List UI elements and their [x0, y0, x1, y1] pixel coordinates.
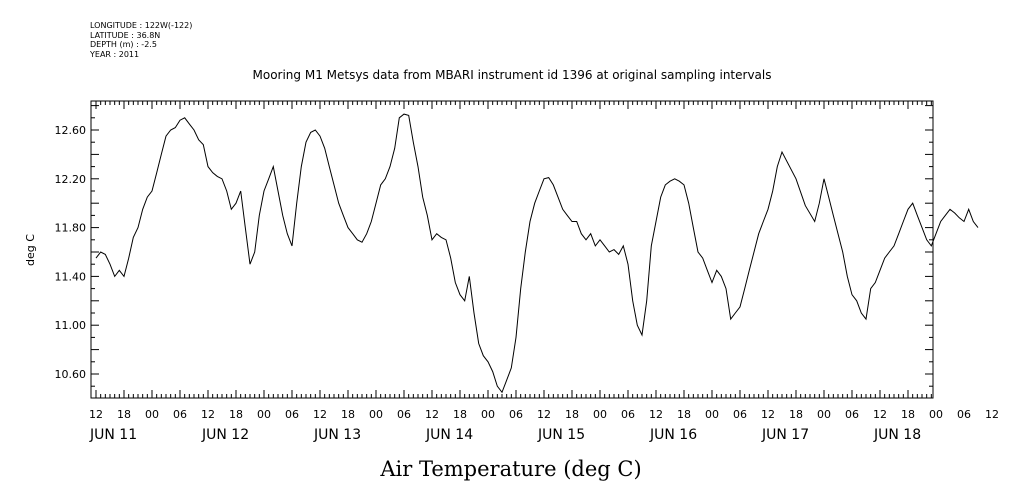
x-tick-label: 00: [929, 408, 943, 421]
x-tick-label: 00: [817, 408, 831, 421]
y-tick-labels: 10.60 11.00 11.40 11.80 12.20 12.60: [55, 124, 87, 381]
x-date-label: JUN 13: [313, 427, 361, 443]
station-metadata: LONGITUDE : 122W(-122) LATITUDE : 36.8N …: [90, 21, 192, 59]
year-text: YEAR : 2011: [90, 49, 140, 59]
x-tick-label: 06: [397, 408, 411, 421]
x-tick-label: 06: [733, 408, 747, 421]
x-tick-label: 12: [313, 408, 327, 421]
x-tick-label: 00: [481, 408, 495, 421]
longitude-text: LONGITUDE : 122W(-122): [90, 21, 193, 30]
y-tick-label: 11.00: [55, 319, 87, 332]
x-date-label: JUN 14: [425, 427, 473, 443]
y-tick-label: 10.60: [55, 368, 87, 381]
x-tick-label: 18: [341, 408, 355, 421]
x-date-label: JUN 12: [201, 427, 249, 443]
x-tick-label: 12: [761, 408, 775, 421]
x-tick-label: 00: [145, 408, 159, 421]
x-tick-label: 06: [957, 408, 971, 421]
x-date-label: JUN 15: [537, 427, 585, 443]
x-tick-label: 18: [565, 408, 579, 421]
x-tick-labels: 12 18 00 06 12 18 00 06 12 18 00 06 12 18 00 06 12 18 00 06…: [89, 408, 999, 421]
x-tick-label: 06: [285, 408, 299, 421]
x-tick-label: 12: [873, 408, 887, 421]
x-tick-label: 06: [509, 408, 523, 421]
x-tick-label: 00: [705, 408, 719, 421]
series-line: [95, 113, 979, 394]
x-tick-label: 12: [425, 408, 439, 421]
x-date-label: JUN 17: [761, 427, 809, 443]
x-tick-label: 18: [901, 408, 915, 421]
latitude-text: LATITUDE : 36.8N: [90, 30, 161, 40]
x-tick-label: 18: [229, 408, 243, 421]
x-date-label: JUN 16: [649, 427, 697, 443]
x-tick-label: 12: [201, 408, 215, 421]
x-date-label: JUN 11: [89, 427, 137, 443]
x-tick-label: 06: [845, 408, 859, 421]
y-tick-label: 11.40: [55, 270, 87, 283]
y-tick-label: 12.60: [55, 124, 87, 137]
x-tick-label: 00: [593, 408, 607, 421]
x-tick-label: 00: [369, 408, 383, 421]
x-tick-label: 18: [117, 408, 131, 421]
x-date-label: JUN 18: [873, 427, 921, 443]
x-axis-title: Air Temperature (deg C): [379, 457, 641, 481]
y-axis-label: deg C: [24, 234, 37, 266]
x-tick-label: 12: [537, 408, 551, 421]
x-tick-label: 06: [173, 408, 187, 421]
chart-title: Mooring M1 Metsys data from MBARI instru…: [252, 68, 772, 82]
x-tick-label: 18: [677, 408, 691, 421]
plot-frame: [90, 100, 934, 399]
x-tick-label: 00: [257, 408, 271, 421]
depth-text: DEPTH (m) : -2.5: [90, 40, 157, 49]
x-tick-label: 12: [649, 408, 663, 421]
x-tick-label: 12: [89, 408, 103, 421]
x-tick-label: 18: [453, 408, 467, 421]
x-date-labels: JUN 11 JUN 12 JUN 13 JUN 14 JUN 15 JUN 16 JUN …: [89, 427, 921, 443]
x-tick-label: 12: [985, 408, 999, 421]
y-tick-label: 11.80: [55, 222, 87, 235]
x-tick-label: 06: [621, 408, 635, 421]
y-tick-label: 12.20: [55, 173, 87, 186]
x-tick-label: 18: [789, 408, 803, 421]
axis-ticks: [91, 101, 933, 398]
